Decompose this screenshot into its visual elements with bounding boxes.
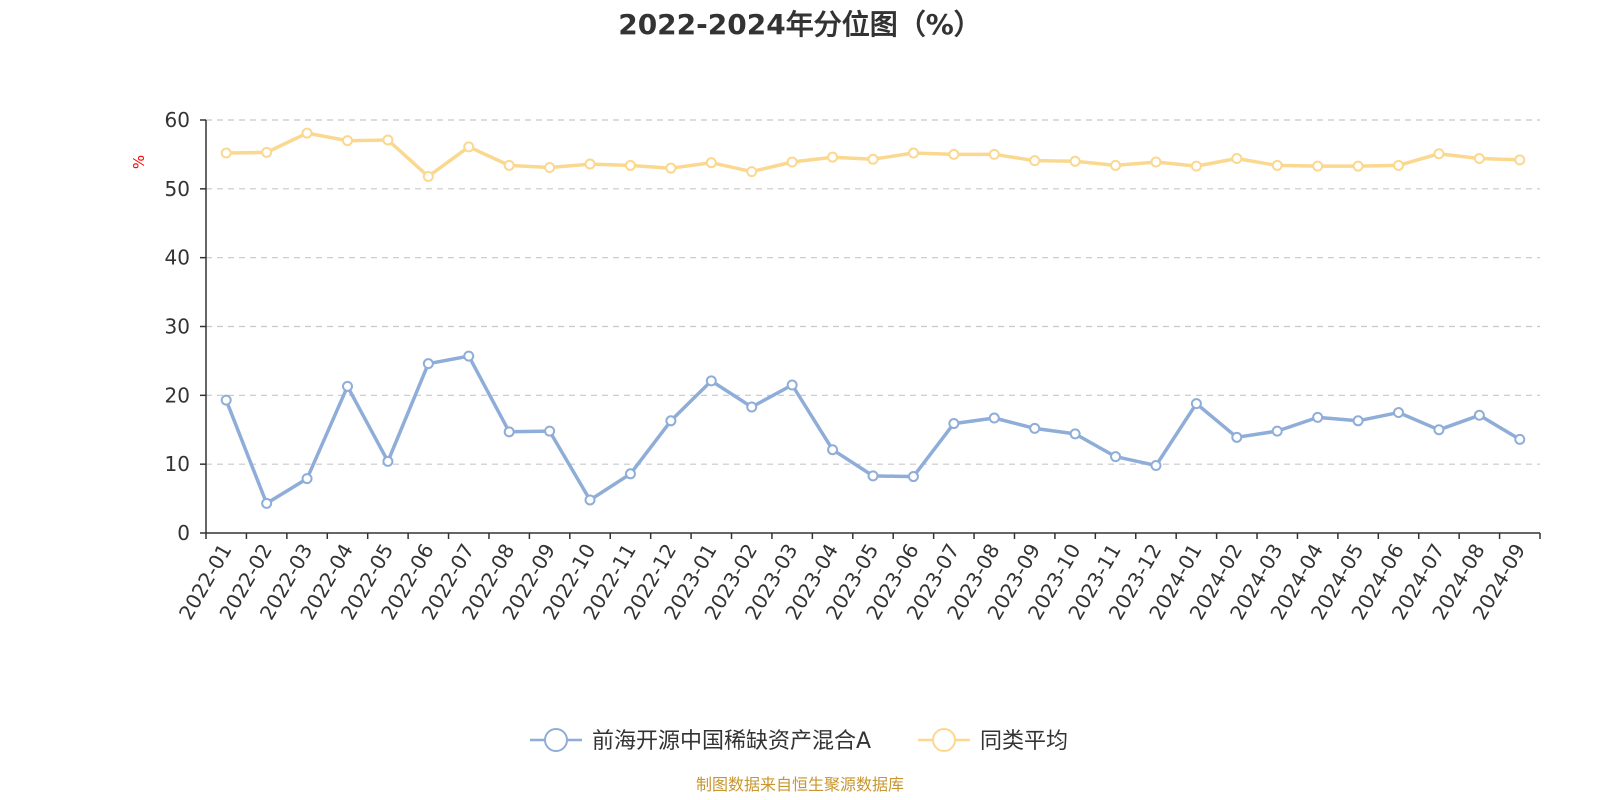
data-point[interactable] xyxy=(1393,159,1405,171)
data-point[interactable] xyxy=(1312,160,1324,172)
data-point[interactable] xyxy=(1069,155,1081,167)
data-point[interactable] xyxy=(220,147,232,159)
data-point[interactable] xyxy=(948,148,960,160)
data-point[interactable] xyxy=(382,134,394,146)
data-point[interactable] xyxy=(584,158,596,170)
data-point[interactable] xyxy=(1312,411,1324,423)
data-point[interactable] xyxy=(463,350,475,362)
data-point[interactable] xyxy=(544,425,556,437)
data-point[interactable] xyxy=(382,455,394,467)
data-point[interactable] xyxy=(867,153,879,165)
x-tick-labels: 2022-012022-022022-032022-042022-052022-… xyxy=(174,540,1530,624)
grid-lines xyxy=(206,119,1540,465)
data-point[interactable] xyxy=(220,394,232,406)
data-point[interactable] xyxy=(624,468,636,480)
data-source-note: 制图数据来自恒生聚源数据库 xyxy=(696,775,904,794)
data-point[interactable] xyxy=(503,159,515,171)
y-tick-label: 60 xyxy=(165,108,190,132)
data-point[interactable] xyxy=(584,494,596,506)
data-point[interactable] xyxy=(665,162,677,174)
legend-marker xyxy=(932,728,956,752)
legend-item[interactable]: 前海开源中国稀缺资产混合A xyxy=(530,728,871,754)
data-point[interactable] xyxy=(1271,159,1283,171)
data-point[interactable] xyxy=(786,156,798,168)
data-point[interactable] xyxy=(705,375,717,387)
legend-marker xyxy=(544,728,568,752)
data-point[interactable] xyxy=(544,161,556,173)
y-tick-label: 50 xyxy=(165,177,190,201)
y-tick-label: 0 xyxy=(177,521,190,545)
y-tick-labels: 0 10 20 30 40 50 60 xyxy=(165,108,190,545)
y-tick-label: 10 xyxy=(165,452,190,476)
data-point[interactable] xyxy=(261,497,273,509)
y-tick-label: 40 xyxy=(165,246,190,270)
data-point[interactable] xyxy=(422,358,434,370)
data-point[interactable] xyxy=(1150,156,1162,168)
data-point[interactable] xyxy=(1514,433,1526,445)
data-point[interactable] xyxy=(665,415,677,427)
data-point[interactable] xyxy=(422,170,434,182)
data-point[interactable] xyxy=(1433,148,1445,160)
data-point[interactable] xyxy=(341,135,353,147)
data-point[interactable] xyxy=(1514,154,1526,166)
series-lines xyxy=(220,127,1526,509)
legend[interactable]: 前海开源中国稀缺资产混合A 同类平均 xyxy=(530,728,1068,754)
data-point[interactable] xyxy=(827,151,839,163)
data-point[interactable] xyxy=(988,148,1000,160)
data-point[interactable] xyxy=(1231,153,1243,165)
chart-title: 2022-2024年分位图（%） xyxy=(618,8,982,41)
data-point[interactable] xyxy=(746,401,758,413)
data-point[interactable] xyxy=(341,380,353,392)
data-point[interactable] xyxy=(867,470,879,482)
data-point[interactable] xyxy=(1473,409,1485,421)
data-point[interactable] xyxy=(988,412,1000,424)
data-point[interactable] xyxy=(746,166,758,178)
y-axis-unit: % xyxy=(130,155,148,169)
data-point[interactable] xyxy=(1271,425,1283,437)
legend-label: 同类平均 xyxy=(980,729,1068,754)
data-point[interactable] xyxy=(1393,407,1405,419)
data-point[interactable] xyxy=(948,418,960,430)
data-point[interactable] xyxy=(1150,460,1162,472)
data-point[interactable] xyxy=(1190,160,1202,172)
legend-item[interactable]: 同类平均 xyxy=(918,728,1068,754)
data-point[interactable] xyxy=(1029,422,1041,434)
data-point[interactable] xyxy=(463,141,475,153)
data-point[interactable] xyxy=(1190,398,1202,410)
data-point[interactable] xyxy=(827,444,839,456)
data-point[interactable] xyxy=(1352,160,1364,172)
y-tick-label: 30 xyxy=(165,315,190,339)
axes xyxy=(200,119,1541,539)
data-point[interactable] xyxy=(301,127,313,139)
data-point[interactable] xyxy=(1433,424,1445,436)
data-point[interactable] xyxy=(1069,428,1081,440)
data-point[interactable] xyxy=(1231,431,1243,443)
data-point[interactable] xyxy=(1352,415,1364,427)
data-point[interactable] xyxy=(1110,451,1122,463)
data-point[interactable] xyxy=(1110,159,1122,171)
data-point[interactable] xyxy=(907,147,919,159)
data-point[interactable] xyxy=(1473,153,1485,165)
y-tick-label: 20 xyxy=(165,383,190,407)
legend-label: 前海开源中国稀缺资产混合A xyxy=(592,729,871,754)
data-point[interactable] xyxy=(261,146,273,158)
data-point[interactable] xyxy=(503,426,515,438)
data-point[interactable] xyxy=(786,379,798,391)
data-point[interactable] xyxy=(624,159,636,171)
data-point[interactable] xyxy=(1029,155,1041,167)
data-point[interactable] xyxy=(907,471,919,483)
data-point[interactable] xyxy=(705,157,717,169)
data-point[interactable] xyxy=(301,473,313,485)
